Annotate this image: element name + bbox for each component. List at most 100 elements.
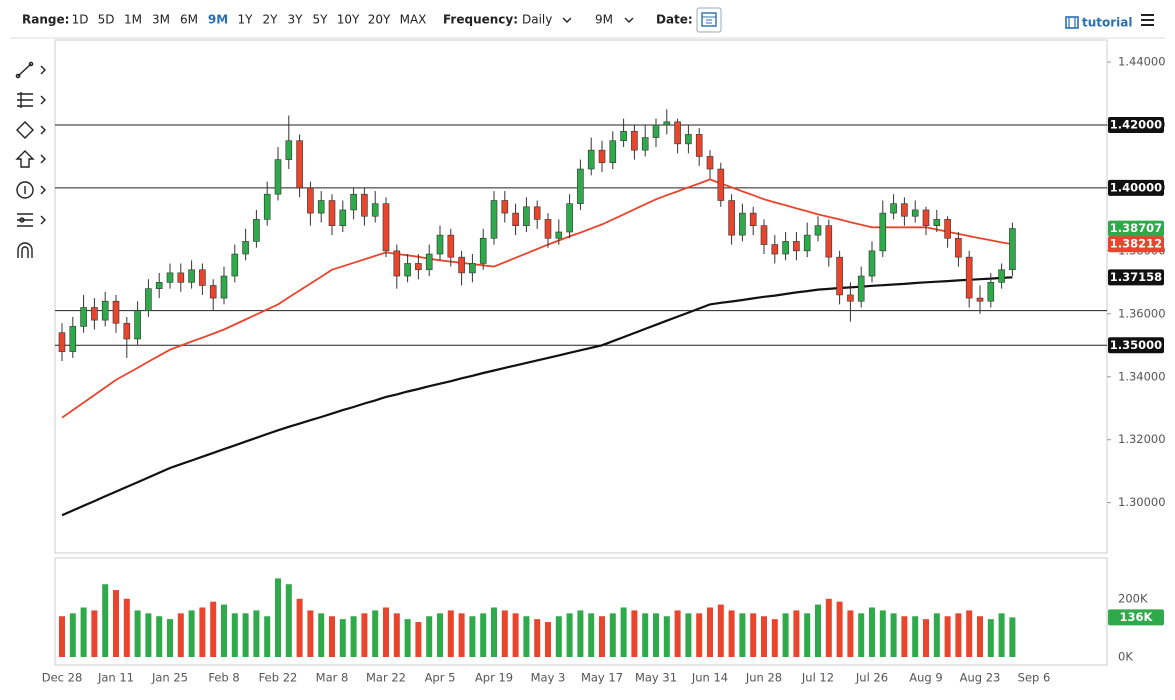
volume-bar <box>415 622 422 657</box>
x-tick-label: Feb 8 <box>208 671 239 685</box>
volume-bar <box>588 613 595 657</box>
volume-bar <box>879 610 886 657</box>
range-button[interactable]: 6M <box>180 13 198 27</box>
price-tag <box>1108 609 1164 626</box>
x-tick-label: Jul 12 <box>801 671 834 685</box>
volume-bar <box>199 607 206 657</box>
tutorial-text[interactable]: tutorial <box>1082 16 1133 30</box>
volume-bar <box>469 616 476 657</box>
range-button[interactable]: 1Y <box>238 13 254 27</box>
volume-bar <box>631 610 638 657</box>
volume-bar <box>221 604 227 657</box>
candle-body <box>793 241 800 252</box>
range-button[interactable]: 3M <box>152 13 170 27</box>
candle-body <box>976 297 984 302</box>
y-tick-label: 1.36000 <box>1118 306 1166 320</box>
price-tag-label: 1.40000 <box>1110 180 1162 194</box>
tool-note[interactable] <box>16 181 46 199</box>
frequency-select[interactable]: Daily <box>522 13 552 27</box>
price-tag <box>1108 220 1164 237</box>
menu-button[interactable] <box>1141 14 1154 26</box>
candle-body <box>393 250 401 277</box>
volume-bar <box>231 613 238 657</box>
volume-bar <box>329 616 335 657</box>
volume-bar <box>264 616 271 657</box>
frequency-label: Frequency: <box>443 13 518 27</box>
candle-body <box>274 159 282 195</box>
tutorial-link[interactable]: tutorial <box>1065 16 1133 30</box>
range-button[interactable]: 2Y <box>263 13 279 27</box>
candle-body <box>382 203 390 252</box>
volume-bar <box>210 601 217 657</box>
volume-bar <box>642 613 649 657</box>
range-button[interactable]: 9M <box>208 13 228 27</box>
candle-body <box>123 322 131 340</box>
candle-body <box>944 219 951 239</box>
tool-fib[interactable] <box>17 92 46 108</box>
candle-body <box>577 168 584 204</box>
volume-bar <box>156 616 163 657</box>
volume-bar <box>339 619 346 657</box>
tool-shape[interactable] <box>16 121 46 139</box>
volume-bar <box>512 613 519 657</box>
volume-bar <box>566 613 573 657</box>
period-select[interactable]: 9M <box>595 13 613 27</box>
candle-body <box>188 269 195 283</box>
tool-arrow[interactable] <box>15 150 46 168</box>
range-button[interactable]: 3Y <box>288 13 304 27</box>
chevron[interactable] <box>562 17 572 23</box>
tool-path[interactable] <box>17 213 46 227</box>
range-button[interactable]: 1D <box>72 13 89 27</box>
candle-body <box>404 263 411 277</box>
volume-bar <box>858 613 865 657</box>
candle-body <box>533 206 541 220</box>
volume-bar <box>782 613 789 657</box>
range-button[interactable]: 20Y <box>368 13 391 27</box>
volume-bar <box>739 613 746 657</box>
x-tick-label: Sep 6 <box>1018 671 1051 685</box>
candle-body <box>857 275 865 302</box>
x-tick-label: Jun 14 <box>691 671 728 685</box>
candle-body <box>620 130 627 142</box>
volume-bar <box>933 613 940 657</box>
candle-body <box>523 206 530 226</box>
range-button[interactable]: 5D <box>98 13 115 27</box>
range-button[interactable]: 10Y <box>337 13 360 27</box>
volume-bar <box>523 616 530 657</box>
candle-body <box>317 200 325 214</box>
candle-body <box>890 203 897 214</box>
tool-magnet[interactable] <box>17 242 33 258</box>
candle-body <box>296 140 303 189</box>
volume-bar <box>145 613 152 657</box>
tool-line[interactable] <box>15 61 46 79</box>
x-tick-label: May 17 <box>581 671 623 685</box>
candle-body <box>685 134 692 145</box>
drawing-tools <box>15 61 46 258</box>
volume-bar <box>275 578 281 657</box>
range-button[interactable]: MAX <box>400 13 427 27</box>
candle-body <box>350 193 357 211</box>
candle-body <box>458 256 465 274</box>
volume-bar <box>102 584 109 657</box>
volume-bar <box>480 613 487 657</box>
range-label: Range: <box>22 13 69 27</box>
range-button[interactable]: 5Y <box>313 13 329 27</box>
candle-body <box>965 256 973 299</box>
price-tag-label: 1.37158 <box>1110 270 1162 284</box>
candle-body <box>501 200 509 214</box>
candle-body <box>1009 228 1016 271</box>
volume-bar <box>437 613 443 657</box>
chevron[interactable] <box>624 17 634 23</box>
price-tag-label: 136K <box>1120 610 1154 624</box>
candle-body <box>803 234 811 252</box>
x-tick-label: Jun 28 <box>745 671 782 685</box>
volume-bar <box>663 616 670 657</box>
volume-bar <box>242 613 249 657</box>
range-button[interactable]: 1M <box>124 13 142 27</box>
calendar-button[interactable] <box>696 7 722 33</box>
candle-body <box>112 300 120 324</box>
candle-body <box>145 288 152 311</box>
candle-body <box>253 219 260 242</box>
volume-bar <box>59 616 65 657</box>
